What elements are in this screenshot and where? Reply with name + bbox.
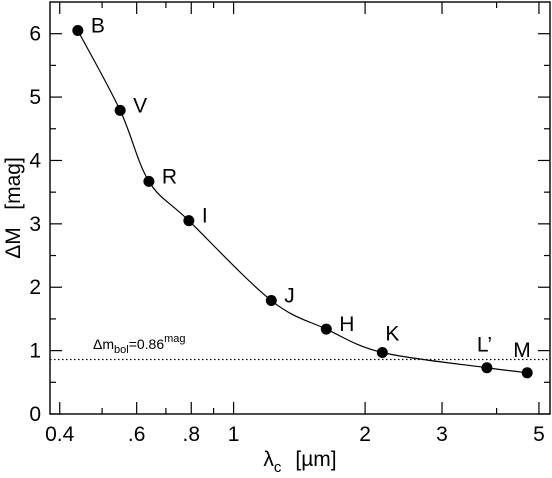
point-label: I <box>202 205 208 228</box>
y-axis-title: ΔM [mag] <box>2 157 25 259</box>
data-point-B <box>72 25 84 37</box>
data-point-J <box>265 295 277 307</box>
point-label: K <box>385 323 399 346</box>
y-axis-ticks: 0 1 2 3 4 5 6 <box>29 23 550 426</box>
y-tick-label: 0 <box>29 403 41 426</box>
point-label: H <box>339 313 354 336</box>
ref-label-sub: bol <box>114 344 129 356</box>
point-label: R <box>162 165 177 188</box>
point-label: B <box>91 15 105 38</box>
x-tick-label: .8 <box>182 423 200 446</box>
data-point-R <box>143 175 155 187</box>
ref-label-value: =0.86 <box>129 336 165 352</box>
series-line <box>77 30 528 374</box>
data-point-M <box>521 367 533 379</box>
y-tick-label: 4 <box>29 149 41 172</box>
x-axis-title-sub: c <box>274 459 282 476</box>
x-tick-label: 2 <box>359 423 371 446</box>
point-label: V <box>133 94 147 117</box>
x-tick-label: 1 <box>228 423 240 446</box>
point-label: M <box>513 339 531 362</box>
ref-label-main: Δm <box>93 336 114 352</box>
y-tick-label: 2 <box>29 276 41 299</box>
y-tick-label: 1 <box>29 340 41 363</box>
x-tick-label: .6 <box>128 423 146 446</box>
x-tick-label: 0.4 <box>45 423 75 446</box>
y-tick-label: 5 <box>29 86 41 109</box>
x-axis-title-unit: [µm] <box>295 448 336 471</box>
y-tick-label: 3 <box>29 213 41 236</box>
data-points <box>72 25 533 379</box>
x-axis-ticks: 0.4 .6 .8 1 2 3 5 <box>45 2 545 446</box>
ref-label-sup: mag <box>164 333 185 345</box>
x-tick-label: 5 <box>533 423 545 446</box>
point-labels: B V R I J H K L’ M <box>91 15 531 362</box>
point-label: J <box>284 285 295 308</box>
data-point-K <box>376 347 388 359</box>
data-point-H <box>320 323 332 335</box>
plot-frame <box>49 1 551 415</box>
data-point-V <box>114 104 126 116</box>
point-label: L’ <box>477 334 492 357</box>
y-tick-label: 6 <box>29 23 41 46</box>
data-point-I <box>183 215 195 227</box>
x-axis-title: λc [µm] <box>263 448 336 476</box>
x-axis-title-main: λ <box>263 448 274 471</box>
x-tick-label: 3 <box>436 423 448 446</box>
reference-line-label: Δmbol=0.86mag <box>93 333 186 356</box>
data-point-L <box>481 362 493 374</box>
